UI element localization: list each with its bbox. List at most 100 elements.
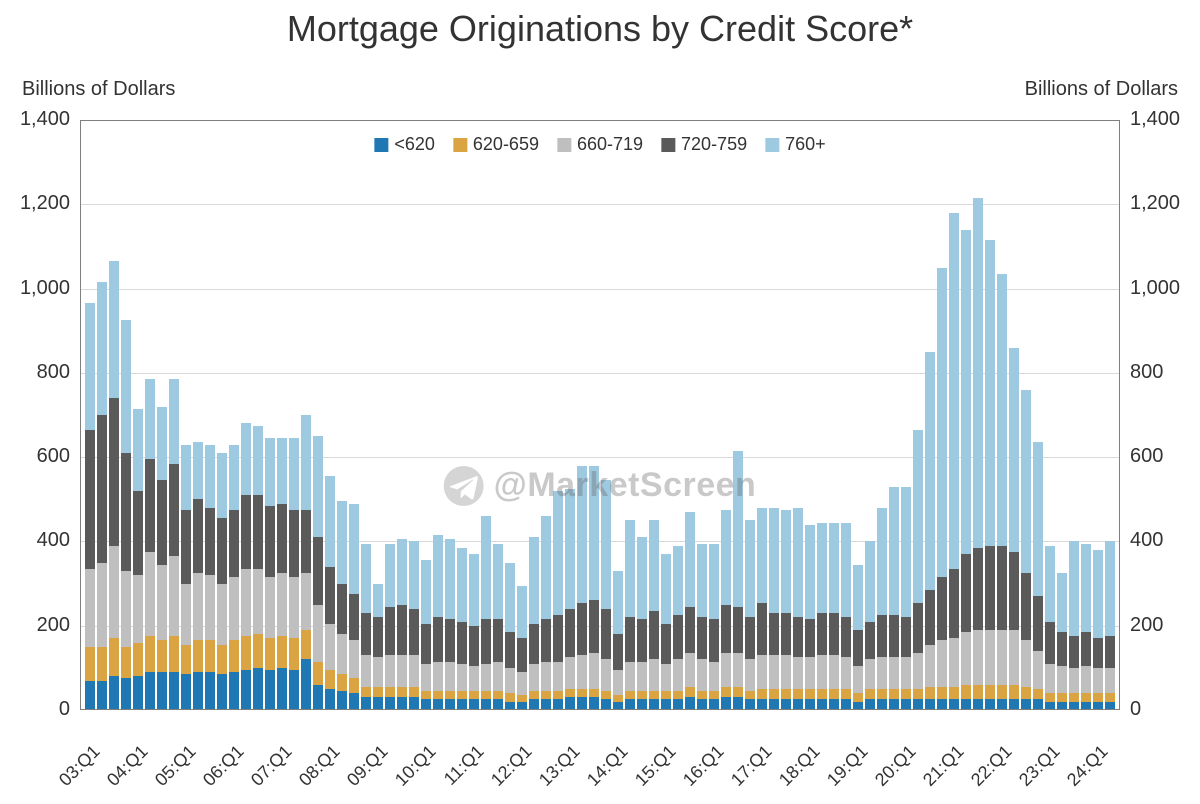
bar-column xyxy=(973,198,983,710)
bar-segment xyxy=(685,653,695,687)
bar-segment xyxy=(109,261,119,398)
bar-column xyxy=(757,508,767,710)
bar-column xyxy=(601,480,611,710)
bar-segment xyxy=(901,699,911,710)
bar-segment xyxy=(697,659,707,691)
bar-column xyxy=(193,442,203,710)
bar-segment xyxy=(793,617,803,657)
x-tick-label: 11:Q1 xyxy=(435,741,489,795)
bar-segment xyxy=(1045,702,1055,710)
bar-segment xyxy=(277,668,287,710)
bar-segment xyxy=(337,691,347,710)
bar-column xyxy=(577,466,587,710)
bar-column xyxy=(457,548,467,710)
bar-segment xyxy=(877,689,887,700)
bar-segment xyxy=(193,573,203,640)
bar-segment xyxy=(865,622,875,660)
bar-column xyxy=(1057,573,1067,710)
bar-segment xyxy=(133,676,143,710)
bar-segment xyxy=(769,699,779,710)
bar-column xyxy=(1045,546,1055,710)
bar-segment xyxy=(565,609,575,657)
bar-segment xyxy=(253,426,263,496)
bar-segment xyxy=(289,670,299,710)
bar-segment xyxy=(709,699,719,710)
bar-segment xyxy=(421,624,431,664)
legend-item: <620 xyxy=(374,134,435,155)
bar-segment xyxy=(373,687,383,698)
bar-segment xyxy=(901,657,911,689)
bar-segment xyxy=(877,657,887,689)
bar-segment xyxy=(397,605,407,656)
legend-label: 760+ xyxy=(785,134,826,155)
bar-segment xyxy=(361,655,371,687)
bar-segment xyxy=(817,655,827,689)
bar-segment xyxy=(757,508,767,603)
bar-segment xyxy=(205,640,215,672)
bar-segment xyxy=(661,554,671,624)
bar-segment xyxy=(505,632,515,668)
bar-segment xyxy=(1057,702,1067,710)
bar-segment xyxy=(433,699,443,710)
bar-segment xyxy=(517,702,527,710)
bar-segment xyxy=(301,659,311,710)
bar-segment xyxy=(517,672,527,695)
bar-segment xyxy=(157,480,167,564)
bar-segment xyxy=(613,670,623,695)
bar-segment xyxy=(649,691,659,699)
x-tick-label: 06:Q1 xyxy=(195,741,249,795)
bar-segment xyxy=(253,569,263,634)
bar-segment xyxy=(781,655,791,689)
bar-segment xyxy=(937,577,947,640)
bar-column xyxy=(337,501,347,710)
bar-segment xyxy=(301,630,311,660)
bar-column xyxy=(121,320,131,710)
bar-segment xyxy=(577,689,587,697)
bar-segment xyxy=(1021,573,1031,640)
bar-segment xyxy=(973,699,983,710)
bar-segment xyxy=(505,693,515,701)
bar-segment xyxy=(1081,632,1091,666)
bar-segment xyxy=(133,575,143,642)
bar-segment xyxy=(889,487,899,616)
bar-segment xyxy=(841,617,851,657)
bar-segment xyxy=(1105,541,1115,636)
bar-segment xyxy=(589,653,599,689)
bar-column xyxy=(985,240,995,710)
bar-segment xyxy=(589,466,599,601)
bar-segment xyxy=(493,544,503,620)
bar-segment xyxy=(709,619,719,661)
bar-segment xyxy=(889,615,899,657)
bar-segment xyxy=(889,657,899,689)
bar-segment xyxy=(217,645,227,675)
bar-segment xyxy=(85,303,95,429)
bar-segment xyxy=(637,691,647,699)
bar-segment xyxy=(925,699,935,710)
bar-segment xyxy=(229,510,239,577)
y-tick-label-right: 1,000 xyxy=(1130,277,1200,300)
bar-segment xyxy=(817,523,827,614)
bar-segment xyxy=(313,537,323,604)
bar-segment xyxy=(1081,544,1091,633)
bar-segment xyxy=(349,640,359,678)
bar-segment xyxy=(469,554,479,626)
bar-segment xyxy=(793,657,803,689)
bar-segment xyxy=(169,556,179,636)
bar-segment xyxy=(745,659,755,691)
bar-segment xyxy=(565,697,575,710)
bar-segment xyxy=(253,634,263,668)
bar-segment xyxy=(121,678,131,710)
bar-segment xyxy=(865,699,875,710)
bar-segment xyxy=(901,689,911,700)
x-tick-label: 24:Q1 xyxy=(1059,741,1113,795)
bar-segment xyxy=(421,691,431,699)
x-tick-label: 14:Q1 xyxy=(579,741,633,795)
bar-segment xyxy=(589,697,599,710)
bar-segment xyxy=(709,662,719,692)
bar-segment xyxy=(997,699,1007,710)
bar-segment xyxy=(1045,693,1055,701)
bar-segment xyxy=(181,584,191,645)
bar-segment xyxy=(1021,390,1031,573)
bar-segment xyxy=(301,415,311,510)
bar-segment xyxy=(877,615,887,657)
